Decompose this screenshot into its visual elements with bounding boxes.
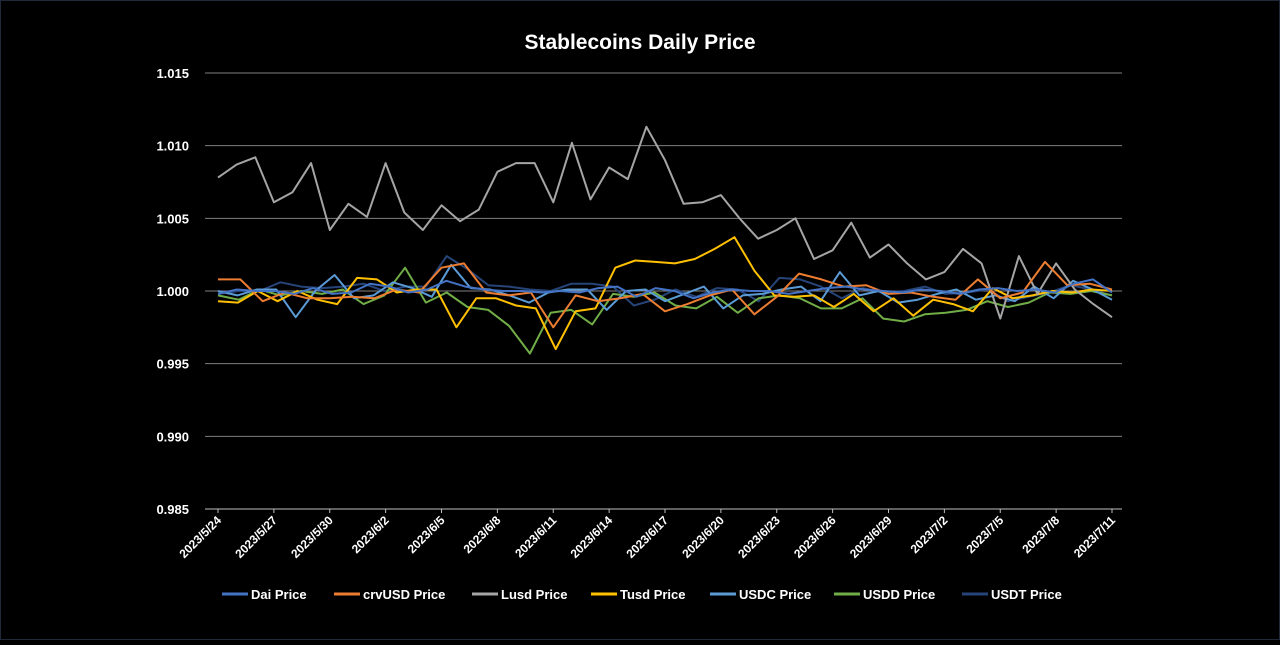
legend-label: crvUSD Price — [363, 587, 445, 602]
legend: Dai Price crvUSD Price Lusd Price Tusd Pric… — [222, 587, 1062, 602]
legend-label: USDD Price — [863, 587, 935, 602]
legend-label: Tusd Price — [620, 587, 686, 602]
y-tick-label: 1.010 — [156, 139, 189, 154]
series-lines — [217, 125, 1113, 355]
y-tick-label: 1.000 — [156, 284, 189, 299]
y-tick-label: 0.985 — [156, 502, 189, 517]
chart-title: Stablecoins Daily Price — [524, 31, 755, 54]
legend-label: USDT Price — [991, 587, 1062, 602]
y-axis-tick-labels: 0.985 0.990 0.995 1.000 1.005 1.010 1.015 — [156, 66, 189, 517]
legend-label: Dai Price — [251, 587, 307, 602]
y-tick-label: 1.005 — [156, 211, 189, 226]
y-tick-label: 0.990 — [156, 429, 189, 444]
legend-label: USDC Price — [739, 587, 811, 602]
series-line-usdd-price — [217, 266, 1113, 355]
y-tick-label: 0.995 — [156, 357, 189, 372]
legend-label: Lusd Price — [501, 587, 567, 602]
y-tick-label: 1.015 — [156, 66, 189, 81]
series-line-lusd-price — [217, 125, 1113, 320]
series-line-dai-price — [217, 278, 1113, 300]
series-line-tusd-price — [217, 236, 1113, 351]
